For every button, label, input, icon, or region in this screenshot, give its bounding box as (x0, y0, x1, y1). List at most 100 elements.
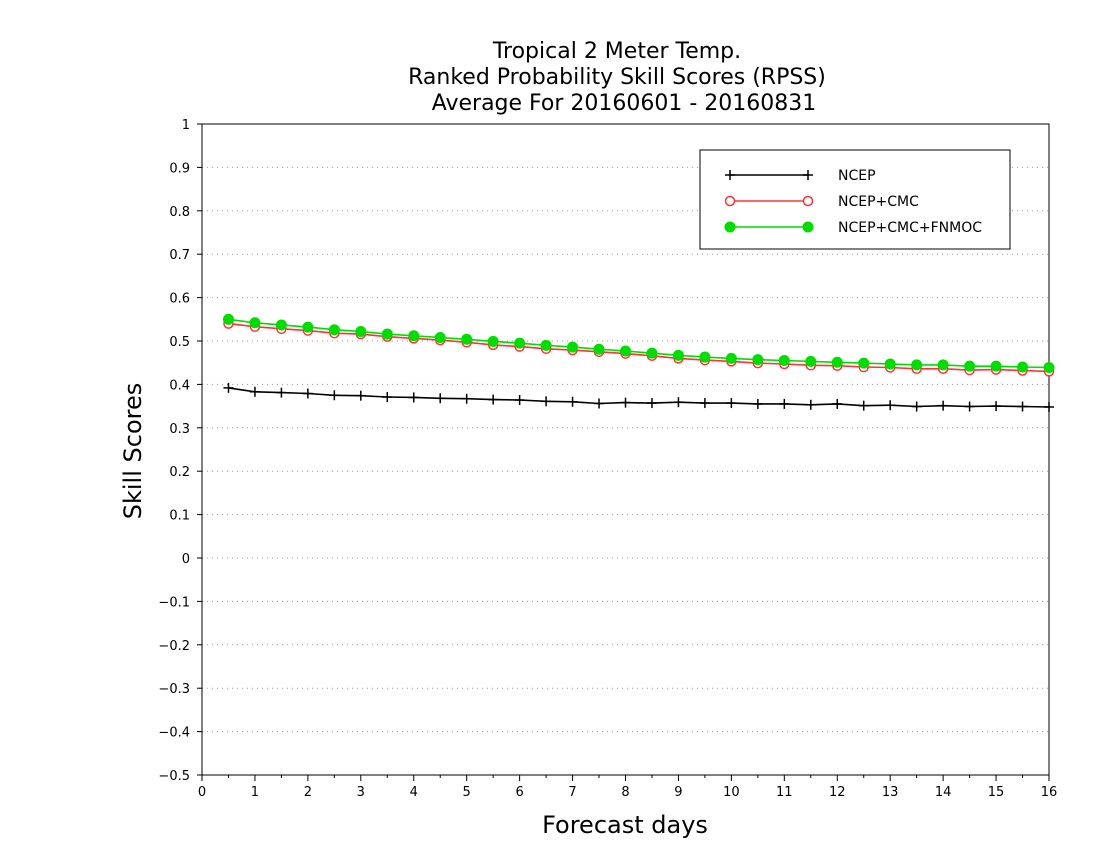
x-tick-label: 5 (463, 785, 471, 800)
series-line-ncep-cmc-fnmoc (228, 318, 1050, 369)
y-tick-label: 0.3 (169, 422, 190, 437)
x-axis-title: Forecast days (542, 811, 708, 839)
data-point-ncep-cmc-fnmoc (1017, 361, 1029, 373)
data-point-ncep (488, 394, 499, 405)
data-point-ncep (461, 393, 472, 404)
chart-title-line-3: Average For 20160601 - 20160831 (432, 91, 817, 116)
legend-item-ncep-cmc: NCEP+CMC (724, 194, 919, 210)
series-ncep-cmc (223, 318, 1055, 377)
data-point-ncep (858, 400, 869, 411)
series-line-ncep (228, 387, 1050, 408)
data-point-ncep-cmc-fnmoc (858, 357, 870, 369)
data-point-ncep-cmc-fnmoc (302, 321, 314, 333)
data-point-ncep (938, 400, 949, 411)
x-tick-label: 8 (621, 785, 629, 800)
data-point-ncep-cmc-fnmoc (328, 324, 340, 336)
data-point-ncep (249, 386, 260, 397)
data-point-ncep-cmc-fnmoc (990, 360, 1002, 372)
x-tick-label: 1 (251, 785, 259, 800)
data-point-ncep (805, 399, 816, 410)
chart-title-line-1: Tropical 2 Meter Temp. (492, 39, 741, 64)
y-tick-label: −0.1 (158, 595, 190, 610)
x-tick-label: 12 (829, 785, 846, 800)
data-point-ncep-cmc-fnmoc (752, 354, 764, 366)
y-tick-label: 0.1 (169, 509, 190, 524)
legend-item-ncep: NCEP (725, 168, 876, 184)
x-tick-label: 2 (304, 785, 312, 800)
legend-label: NCEP (838, 168, 876, 184)
x-tick-label: 4 (410, 785, 418, 800)
data-point-ncep (355, 390, 366, 401)
data-point-ncep (991, 401, 1002, 412)
data-point-ncep-cmc-fnmoc (408, 330, 420, 342)
data-point-ncep (594, 398, 605, 409)
x-tick-label: 0 (198, 785, 206, 800)
data-point-ncep (541, 396, 552, 407)
data-point-ncep (276, 387, 287, 398)
legend-marker (802, 221, 814, 233)
legend-box (699, 149, 1011, 250)
x-tick-label: 7 (568, 785, 576, 800)
data-point-ncep (911, 401, 922, 412)
data-point-ncep-cmc-fnmoc (805, 355, 817, 367)
data-point-ncep-cmc-fnmoc (937, 359, 949, 371)
legend: NCEP NCEP+CMC NCEP+CMC+FNMOC (699, 149, 1011, 250)
y-tick-label: −0.3 (158, 682, 190, 697)
x-tick-label: 15 (988, 785, 1005, 800)
y-tick-label: −0.2 (158, 639, 190, 654)
data-point-ncep (964, 401, 975, 412)
data-point-ncep (752, 398, 763, 409)
data-point-ncep-cmc-fnmoc (275, 319, 287, 331)
legend-marker (724, 195, 736, 207)
y-tick-label: 0.8 (169, 205, 190, 220)
y-tick-label: 1 (182, 118, 190, 133)
data-point-ncep-cmc-fnmoc (249, 317, 261, 329)
data-point-ncep-cmc-fnmoc (514, 337, 526, 349)
legend-label: NCEP+CMC (838, 194, 919, 210)
legend-label: NCEP+CMC+FNMOC (838, 220, 982, 236)
data-point-ncep-cmc-fnmoc (381, 328, 393, 340)
data-point-ncep (435, 393, 446, 404)
data-point-ncep (673, 397, 684, 408)
data-point-ncep-cmc-fnmoc (699, 351, 711, 363)
data-point-ncep-cmc-fnmoc (355, 325, 367, 337)
data-point-ncep (382, 391, 393, 402)
data-point-ncep (223, 382, 234, 393)
data-point-ncep-cmc-fnmoc (1043, 361, 1055, 373)
data-point-ncep (699, 398, 710, 409)
data-point-ncep (726, 398, 737, 409)
data-point-ncep (329, 390, 340, 401)
legend-marker (802, 195, 814, 207)
chart-title-line-2: Ranked Probability Skill Scores (RPSS) (408, 65, 826, 90)
x-tick-label: 3 (357, 785, 365, 800)
data-point-ncep-cmc-fnmoc (672, 349, 684, 361)
x-tick-label: 14 (935, 785, 952, 800)
legend-marker (724, 221, 736, 233)
x-tick-label: 13 (882, 785, 899, 800)
y-tick-label: 0.5 (169, 335, 190, 350)
data-point-ncep-cmc-fnmoc (540, 339, 552, 351)
data-point-ncep (646, 398, 657, 409)
y-axis-title: Skill Scores (119, 383, 147, 520)
data-point-ncep (302, 388, 313, 399)
data-point-ncep (1044, 401, 1054, 412)
data-point-ncep-cmc-fnmoc (567, 341, 579, 353)
legend-marker (803, 170, 813, 180)
data-point-ncep-cmc-fnmoc (725, 352, 737, 364)
data-point-ncep-cmc-fnmoc (778, 355, 790, 367)
data-point-ncep (832, 398, 843, 409)
axes: −0.5 −0.4 −0.3 −0.2 −0.1 0 0.1 0.2 0.3 0.4 0.5 0.6 0… (158, 118, 1057, 800)
data-point-ncep-cmc-fnmoc (593, 343, 605, 355)
y-tick-label: 0.2 (169, 465, 190, 480)
legend-marker (725, 170, 735, 180)
y-tick-label: −0.4 (158, 726, 190, 741)
data-point-ncep (567, 396, 578, 407)
y-tick-label: 0.9 (169, 161, 190, 176)
data-point-ncep-cmc-fnmoc (434, 332, 446, 344)
chart-title: Tropical 2 Meter Temp. Ranked Probabilit… (408, 39, 826, 116)
y-tick-label: 0.7 (169, 248, 190, 263)
data-point-ncep-cmc-fnmoc (461, 333, 473, 345)
x-tick-label: 10 (723, 785, 740, 800)
